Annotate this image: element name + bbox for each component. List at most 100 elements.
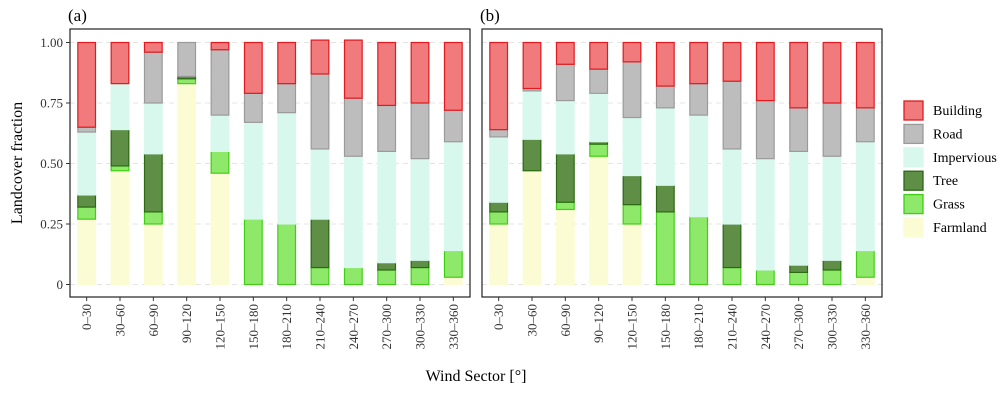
bar-farmland-60-90 [143,223,163,286]
x-tick-label-270-300: 270–300 [379,304,394,350]
bar-impervious-0-30 [77,131,97,196]
panel-1: 0–30 30–60 60–90 90–120 120–150 150–180 180–21… [480,6,883,350]
legend-key-building [903,100,924,121]
bar-tree-270-300 [377,262,397,271]
bar-grass-0-30 [489,211,509,225]
bar-tree-30-60 [110,129,130,167]
bar-building-180-210 [689,41,709,85]
bar-grass-180-210 [277,223,297,286]
bar-grass-300-330 [410,266,430,286]
x-tick-label-180-210: 180–210 [279,304,294,350]
bar-impervious-150-180 [243,121,263,220]
bar-farmland-330-360 [443,276,463,286]
legend-label-road: Road [933,127,963,142]
bar-road-180-210 [277,83,297,114]
bar-impervious-300-330 [410,158,430,261]
x-tick-label-300-330: 300–330 [413,304,428,350]
bar-road-210-240 [310,73,330,150]
x-tick-label-60-90: 60–90 [146,304,161,337]
bar-grass-300-330 [822,269,842,286]
bar-building-270-300 [377,41,397,107]
x-tick-label-150-180: 150–180 [246,304,261,350]
legend-key-grass [903,193,924,215]
bar-impervious-330-360 [855,141,875,252]
legend-key-farmland [903,217,924,238]
bar-road-270-300 [377,104,397,152]
bar-tree-60-90 [555,153,575,203]
bar-road-300-330 [410,102,430,160]
bar-farmland-0-30 [489,223,509,286]
legend-label-impervious: Impervious [933,151,997,166]
y-axis-label: Landcover fraction [9,102,26,224]
bar-road-60-90 [143,51,163,104]
x-tick-label-0-30: 0–30 [79,304,94,330]
bar-road-0-30 [489,129,509,138]
bar-tree-210-240 [310,218,330,269]
x-tick-label-30-60: 30–60 [525,304,540,337]
bar-building-270-300 [789,41,809,109]
bar-grass-330-360 [855,250,875,278]
bar-tree-60-90 [143,153,163,213]
x-tick-label-30-60: 30–60 [113,304,128,337]
bar-building-330-360 [443,41,463,111]
bar-building-300-330 [410,41,430,104]
bar-road-150-180 [243,92,263,123]
bar-tree-150-180 [655,184,675,213]
bar-impervious-270-300 [377,150,397,264]
bar-impervious-60-90 [555,99,575,155]
bar-road-210-240 [722,80,742,150]
bar-building-150-180 [655,41,675,87]
bar-building-120-150 [210,41,230,51]
x-tick-label-120-150: 120–150 [625,304,640,350]
bar-building-210-240 [310,39,330,75]
bar-grass-0-30 [77,206,97,220]
bar-grass-210-240 [722,266,742,286]
legend-label-farmland: Farmland [933,221,987,236]
legend-label-building: Building [933,104,982,119]
bar-farmland-120-150 [210,172,230,286]
bar-grass-90-120 [589,143,609,157]
x-tick-label-90-120: 90–120 [179,304,194,343]
bar-impervious-330-360 [443,141,463,252]
bar-grass-270-300 [789,271,809,286]
bar-road-180-210 [689,83,709,116]
bar-building-240-270 [755,41,775,102]
bar-farmland-30-60 [522,170,542,286]
panel-label: (b) [480,6,500,25]
bar-building-30-60 [110,41,130,85]
legend-label-grass: Grass [933,198,965,213]
bar-grass-180-210 [689,216,709,286]
bar-building-120-150 [622,41,642,63]
bar-building-210-240 [722,41,742,82]
bar-building-0-30 [489,41,509,131]
bar-grass-150-180 [243,218,263,286]
x-tick-label-210-240: 210–240 [313,304,328,350]
bar-farmland-330-360 [855,276,875,286]
legend: Building Road Impervious Tree Grass Farmland [903,100,997,238]
legend-key-road [903,123,924,145]
bar-grass-210-240 [310,266,330,286]
bar-building-300-330 [822,41,842,104]
x-tick-label-150-180: 150–180 [658,304,673,350]
bar-impervious-120-150 [622,116,642,177]
bar-tree-300-330 [822,259,842,271]
bar-impervious-30-60 [522,90,542,140]
bar-grass-150-180 [655,211,675,286]
bar-impervious-0-30 [489,136,509,203]
x-tick-label-180-210: 180–210 [691,304,706,350]
panel-0: 0–30 30–60 60–90 90–120 120–150 150–180 180–21… [68,6,471,350]
bar-farmland-120-150 [622,223,642,286]
plot-border [481,28,883,298]
x-tick-label-120-150: 120–150 [213,304,228,350]
bar-impervious-300-330 [822,155,842,261]
bar-building-60-90 [143,41,163,53]
bar-road-240-270 [343,97,363,157]
bar-road-0-30 [77,126,97,133]
y-tick-label-3: 0.75 [40,96,63,111]
bar-road-90-120 [177,41,197,77]
bar-building-330-360 [855,41,875,109]
bar-grass-240-270 [343,266,363,286]
bar-building-0-30 [77,41,97,128]
